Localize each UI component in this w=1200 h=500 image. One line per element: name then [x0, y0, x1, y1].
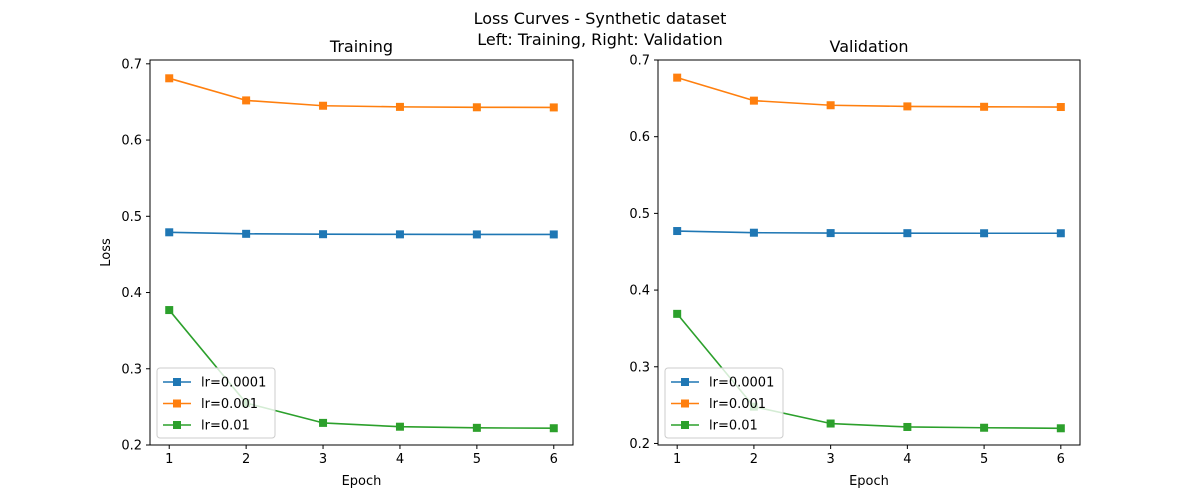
data-point: [826, 419, 835, 428]
x-tick-label: 4: [903, 452, 911, 467]
data-point: [242, 229, 251, 238]
x-tick-label: 1: [165, 452, 173, 467]
legend: lr=0.0001 lr=0.001 lr=0.01: [156, 367, 276, 439]
legend-box: [664, 367, 784, 439]
y-tick-label: 0.6: [629, 130, 650, 145]
legend: lr=0.0001 lr=0.001 lr=0.01: [664, 367, 784, 439]
data-point: [165, 306, 174, 315]
series-line-lr=0.0001: [677, 230, 1061, 235]
data-point: [1056, 103, 1065, 112]
data-point: [826, 101, 835, 110]
data-point: [165, 228, 174, 237]
figure-title-line1: Loss Curves - Synthetic dataset: [474, 9, 727, 28]
legend-box: [156, 367, 276, 439]
y-tick-label: 0.5: [629, 207, 650, 222]
data-point: [903, 102, 912, 111]
legend-marker: [173, 399, 181, 408]
data-point: [903, 422, 912, 431]
x-tick-label: 4: [396, 452, 404, 467]
y-tick-label: 0.5: [121, 210, 142, 225]
legend-label: lr=0.001: [201, 397, 258, 412]
series-line-lr=0.001: [676, 76, 1061, 108]
data-point: [395, 422, 404, 431]
data-point: [165, 74, 174, 83]
data-point: [980, 229, 989, 238]
x-tick-label: 5: [980, 452, 988, 467]
series-line-lr=0.001: [169, 77, 554, 109]
data-point: [472, 423, 481, 432]
data-point: [395, 230, 404, 239]
data-point: [549, 230, 558, 239]
data-point: [673, 73, 682, 82]
legend-marker: [173, 378, 181, 386]
legend-label: lr=0.01: [709, 419, 758, 434]
x-tick-label: 6: [550, 452, 558, 467]
data-point: [903, 229, 912, 238]
data-point: [472, 103, 481, 112]
data-point: [319, 418, 328, 427]
chart-panel-2: Validation 1 2 3 4 5 6 0.2 0.3 0.4 0.5 0.6 0.7 Epoch l…: [629, 37, 1081, 489]
y-tick-label: 0.4: [121, 286, 142, 301]
legend-marker: [681, 399, 689, 408]
y-tick-label: 0.3: [629, 360, 650, 375]
legend-label: lr=0.0001: [201, 376, 266, 391]
data-point: [673, 227, 682, 236]
series-line-lr=0.0001: [169, 231, 554, 236]
chart-panels: Training 1 2 3 4 5 6 0.2 0.3 0.4 0.5 0.6 0.7 Epoch Los…: [99, 37, 1081, 489]
x-tick-label: 1: [673, 452, 681, 467]
data-point: [549, 103, 558, 112]
data-point: [395, 102, 404, 111]
data-point: [242, 96, 251, 105]
x-axis-label: Epoch: [849, 474, 889, 489]
y-tick-label: 0.2: [121, 439, 142, 454]
data-point: [1056, 229, 1065, 238]
legend-label: lr=0.001: [709, 397, 766, 412]
y-tick-label: 0.2: [629, 437, 650, 452]
data-point: [319, 101, 328, 110]
y-tick-label: 0.7: [121, 57, 142, 72]
figure-title-line2: Left: Training, Right: Validation: [477, 30, 723, 49]
data-point: [472, 230, 481, 239]
x-axis-label: Epoch: [342, 474, 382, 489]
y-tick-label: 0.7: [629, 54, 650, 69]
data-point: [1056, 424, 1065, 433]
x-tick-label: 2: [242, 452, 250, 467]
y-axis-label: Loss: [99, 238, 114, 267]
data-point: [826, 229, 835, 238]
legend-marker: [173, 421, 181, 429]
data-point: [549, 424, 558, 433]
data-point: [749, 228, 758, 237]
x-tick-label: 2: [750, 452, 758, 467]
data-point: [319, 230, 328, 239]
x-tick-label: 5: [473, 452, 481, 467]
y-tick-label: 0.4: [629, 284, 650, 299]
x-tick-label: 3: [826, 452, 834, 467]
data-point: [673, 309, 682, 318]
y-tick-label: 0.6: [121, 134, 142, 149]
axes-title: Training: [329, 37, 393, 56]
axes-frame: [657, 59, 1081, 446]
data-point: [749, 96, 758, 105]
x-tick-label: 6: [1057, 452, 1065, 467]
axes-frame: [149, 59, 574, 446]
legend-marker: [681, 378, 689, 386]
data-point: [980, 423, 989, 432]
legend-label: lr=0.0001: [709, 376, 774, 391]
legend-label: lr=0.01: [201, 419, 250, 434]
x-tick-label: 3: [319, 452, 327, 467]
axes-title: Validation: [829, 37, 908, 56]
chart-panel-1: Training 1 2 3 4 5 6 0.2 0.3 0.4 0.5 0.6 0.7 Epoch Los…: [99, 37, 574, 489]
data-point: [980, 102, 989, 111]
legend-marker: [681, 421, 689, 429]
y-tick-label: 0.3: [121, 362, 142, 377]
